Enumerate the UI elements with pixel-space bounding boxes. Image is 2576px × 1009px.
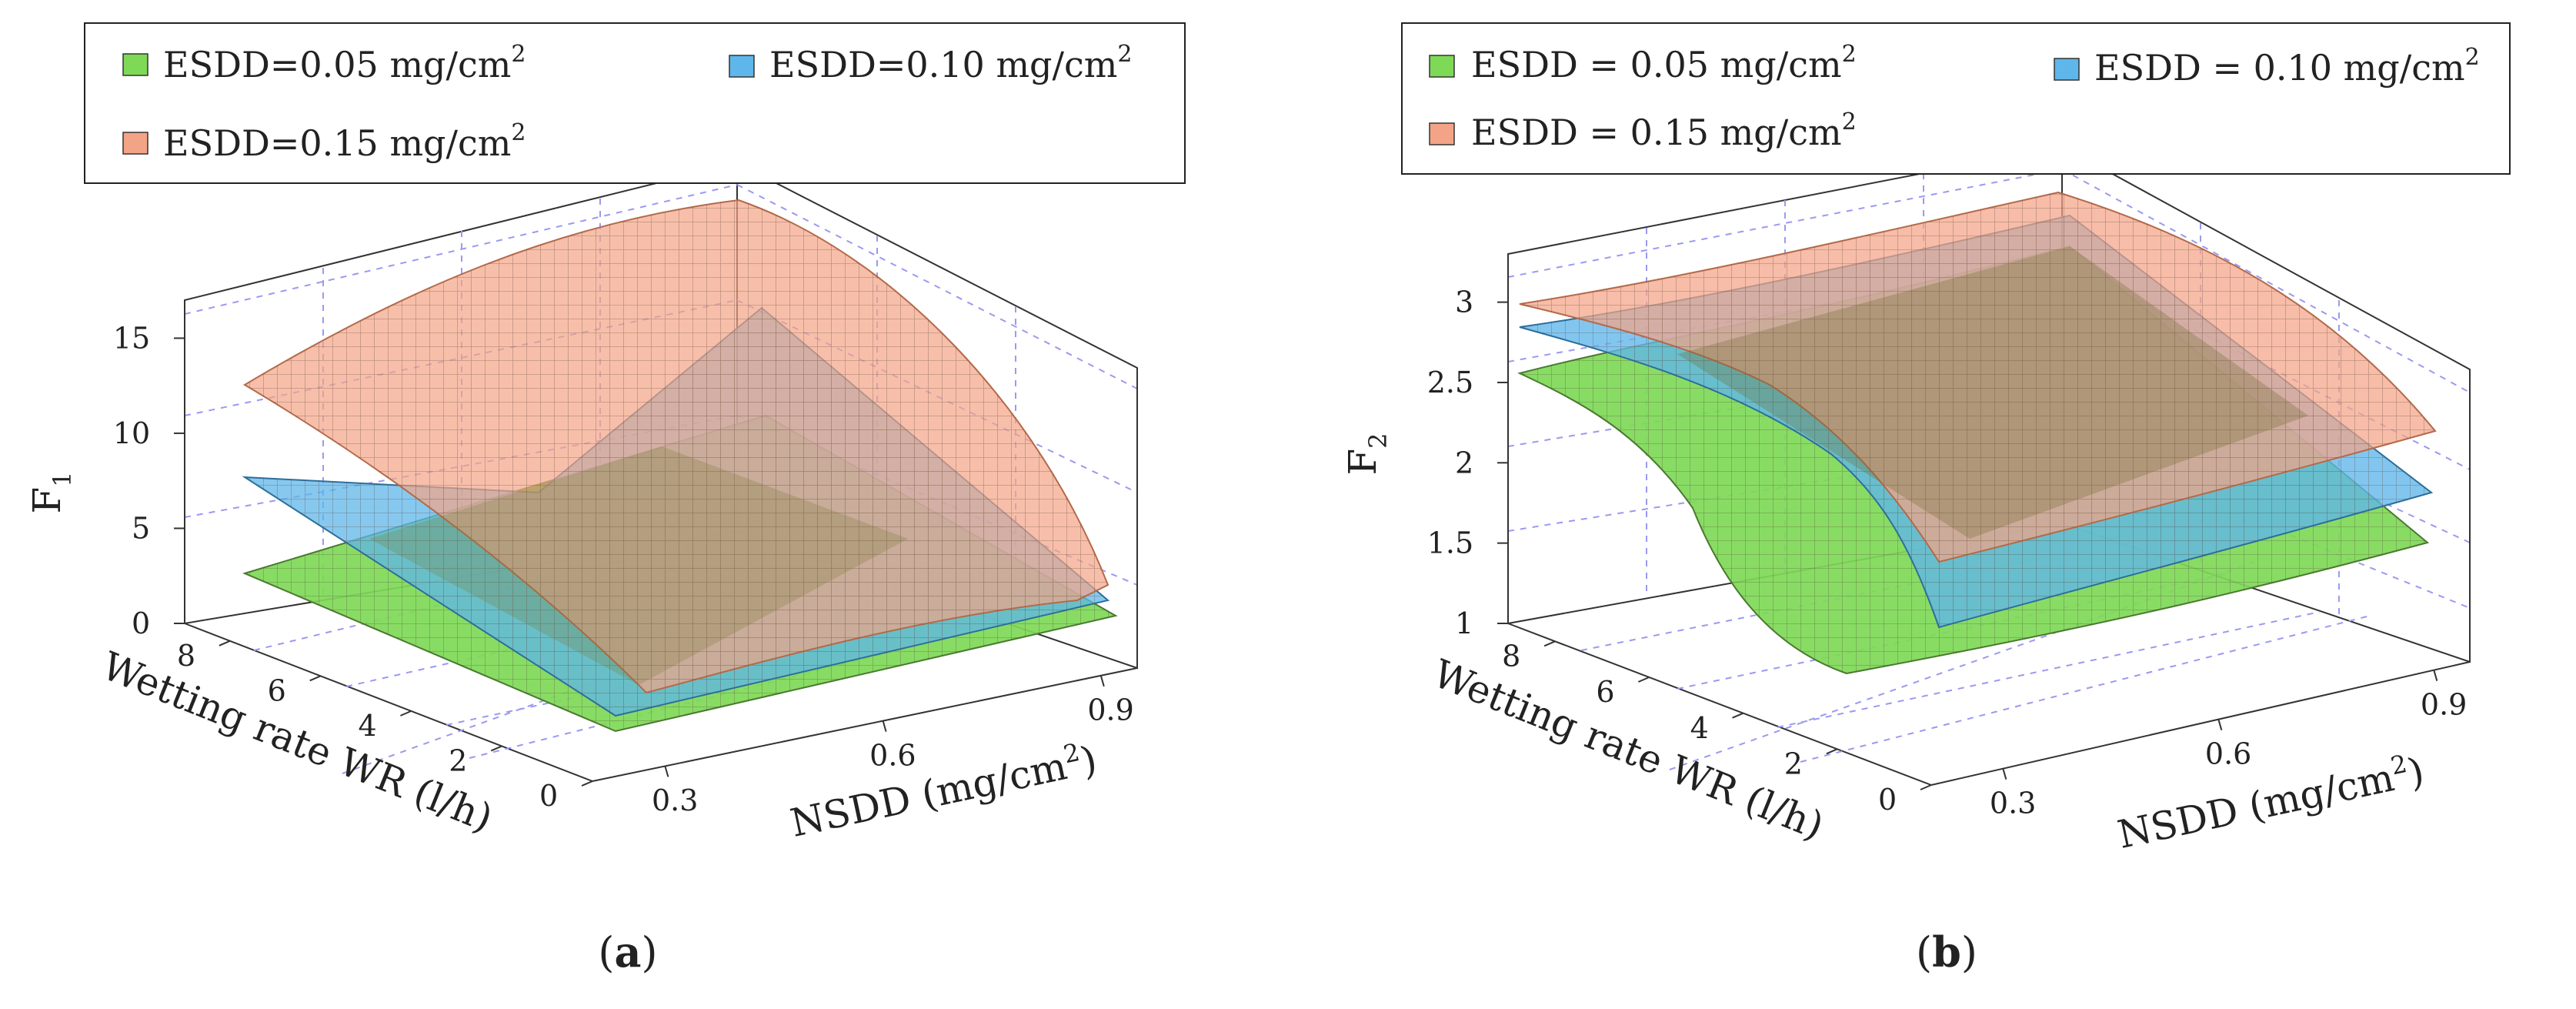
panel-a-legend-swatch-015 — [122, 132, 148, 155]
panel-b-caption: (b) — [1916, 927, 1977, 977]
panel-a-nsdd-tick-1-label: 0.6 — [869, 738, 916, 772]
panel-b-ylabel: NSDD (mg/cm2) — [2113, 746, 2428, 857]
panel-a: 0 5 10 15 0 2 4 6 8 0.3 0.6 0.9 F1 Wetting rate W… — [25, 22, 1186, 977]
panel-b-legend-label-010: ESDD = 0.10 mg/cm2 — [2094, 44, 2480, 89]
panel-a-wr-tick-1-mark — [490, 745, 502, 752]
panel-b-legend-swatch-015 — [1429, 122, 1455, 145]
panel-b-z-tick-2-label: 2 — [1455, 446, 1473, 479]
panel-b-z-tick-4-label: 3 — [1455, 286, 1473, 319]
panel-a-wr-ticks: 0 2 4 6 8 — [177, 639, 593, 813]
panel-b-nsdd-tick-1-mark — [2217, 719, 2223, 730]
panel-b-z-tick-3-label: 2.5 — [1427, 366, 1473, 399]
panel-b-wr-tick-4-label: 8 — [1502, 640, 1520, 673]
panel-a-legend-label-015: ESDD=0.15 mg/cm2 — [163, 119, 526, 164]
panel-b-surface-esdd-015 — [1519, 191, 2437, 563]
panel-b-wr-ticks: 0 2 4 6 8 — [1502, 640, 1932, 817]
panel-b-legend-swatch-005 — [1429, 55, 1455, 78]
panel-b-wr-tick-1-label: 2 — [1784, 747, 1803, 781]
panel-a-legend: ESDD=0.05 mg/cm2 ESDD=0.10 mg/cm2 ESDD=0… — [84, 22, 1186, 184]
panel-b-front-edges — [1507, 254, 2471, 662]
panel-a-nsdd-tick-0-mark — [664, 766, 669, 777]
panel-b-nsdd-tick-1-label: 0.6 — [2205, 737, 2251, 770]
panel-a-wr-tick-3-label: 6 — [268, 674, 286, 708]
panel-b-nsdd-tick-2-mark — [2433, 670, 2438, 681]
panel-a-legend-label-010: ESDD=0.10 mg/cm2 — [769, 41, 1132, 85]
panel-b-wr-tick-2-label: 4 — [1690, 711, 1709, 745]
panel-b-xlabel: Wetting rate WR (l/h) — [1426, 651, 1830, 849]
panel-a-zlabel: F1 — [25, 471, 77, 513]
panel-a-wr-tick-2-mark — [400, 710, 412, 717]
panel-b-nsdd-tick-2-label: 0.9 — [2421, 687, 2467, 721]
panel-b-z-tick-1-label: 1.5 — [1427, 526, 1473, 560]
panel-a-wr-tick-4-mark — [219, 640, 231, 646]
panel-b-wr-tick-1-mark — [1826, 748, 1838, 755]
panel-b-legend-label-015: ESDD = 0.15 mg/cm2 — [1471, 109, 1857, 153]
panel-a-wr-tick-3-mark — [309, 675, 322, 682]
panel-a-caption: (a) — [598, 927, 657, 977]
panel-b-legend-swatch-010 — [2054, 58, 2080, 81]
panel-b-nsdd-tick-0-mark — [2002, 768, 2007, 780]
panel-a-wr-tick-0-mark — [581, 780, 593, 787]
panel-a-legend-swatch-010 — [729, 55, 755, 78]
panel-b-legend-label-005: ESDD = 0.05 mg/cm2 — [1471, 41, 1857, 85]
panel-a-xlabel: Wetting rate WR (l/h) — [95, 643, 499, 841]
panel-a-nsdd-tick-2-mark — [1099, 675, 1105, 687]
panel-a-nsdd-tick-2-label: 0.9 — [1087, 693, 1133, 727]
panel-b-wr-tick-0-mark — [1920, 784, 1932, 790]
panel-a-wr-tick-2-label: 4 — [358, 709, 376, 743]
panel-b-nsdd-tick-0-label: 0.3 — [1990, 786, 2036, 820]
panel-a-z-ticks: 0 5 10 15 — [113, 321, 185, 640]
panel-a-wr-tick-0-label: 0 — [539, 779, 558, 813]
panel-b-z-ticks: 1 1.5 2 2.5 3 — [1427, 286, 1508, 640]
panel-a-surface-esdd-015 — [243, 199, 1109, 694]
panel-a-nsdd-tick-0-label: 0.3 — [652, 783, 698, 817]
panel-b-wr-tick-3-mark — [1637, 677, 1650, 683]
panel-a-wr-tick-4-label: 8 — [177, 639, 195, 673]
panel-b-zlabel: F2 — [1340, 433, 1393, 475]
panel-a-legend-swatch-005 — [122, 53, 148, 76]
panel-a-z-tick-3-label: 15 — [113, 321, 150, 355]
panel-b-legend: ESDD = 0.05 mg/cm2 ESDD = 0.10 mg/cm2 ES… — [1401, 22, 2511, 175]
panel-b-nsdd-ticks: 0.3 0.6 0.9 — [1990, 670, 2467, 820]
panel-b-wr-tick-3-label: 6 — [1596, 675, 1614, 709]
panel-b-wr-tick-2-mark — [1732, 712, 1743, 719]
panel-b-wr-tick-0-label: 0 — [1878, 783, 1897, 817]
panel-a-nsdd-ticks: 0.3 0.6 0.9 — [652, 675, 1134, 817]
panel-a-z-tick-2-label: 10 — [113, 416, 150, 450]
panel-a-legend-label-005: ESDD=0.05 mg/cm2 — [163, 41, 526, 85]
panel-a-front-edges — [184, 300, 1138, 668]
panel-a-z-tick-1-label: 5 — [132, 511, 150, 545]
panel-a-z-tick-0-label: 0 — [132, 606, 150, 640]
panel-a-nsdd-tick-1-mark — [882, 720, 887, 732]
panel-b-z-tick-0-label: 1 — [1455, 606, 1473, 640]
panel-b-wr-tick-4-mark — [1543, 640, 1556, 647]
panel-a-wr-tick-1-label: 2 — [449, 744, 467, 778]
panel-b: 1 1.5 2 2.5 3 0 2 4 6 8 0.3 0.6 0.9 F2 Wetting rat… — [1340, 22, 2511, 977]
panel-a-ylabel: NSDD (mg/cm2) — [786, 734, 1100, 846]
